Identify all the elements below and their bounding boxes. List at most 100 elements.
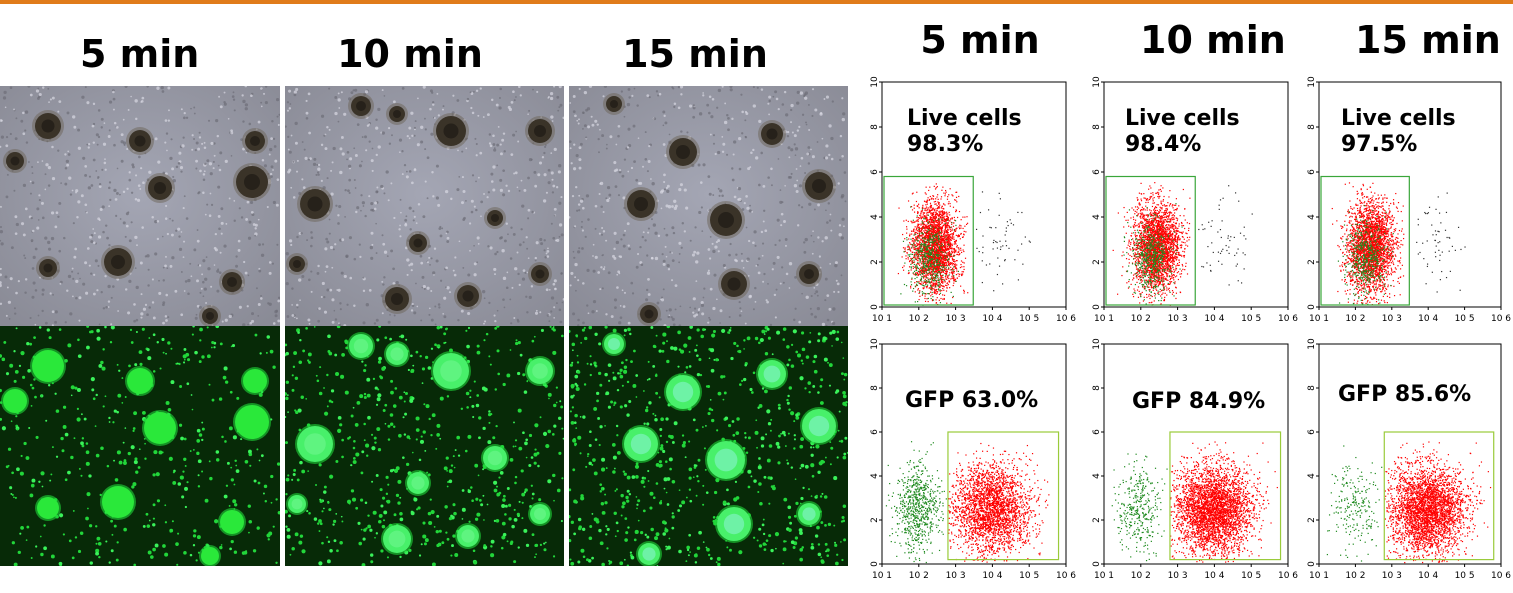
y-tick-label: 0: [1092, 304, 1102, 310]
y-tick-label: 6: [870, 169, 880, 175]
y-tick-label: 0: [870, 304, 880, 310]
x-tick-label: 10 1: [1309, 571, 1329, 581]
y-tick-label: 2: [870, 517, 880, 523]
y-tick-label: 4: [870, 473, 880, 479]
y-tick-label: 10: [1307, 76, 1317, 88]
y-tick-label: 4: [1092, 473, 1102, 479]
fluorescence-image-10min: [285, 326, 564, 566]
x-tick-label: 10 2: [909, 571, 929, 581]
brightfield-image-15min: [569, 86, 848, 326]
y-tick-label: 0: [1307, 561, 1317, 567]
y-tick-label: 8: [870, 385, 880, 391]
y-tick-label: 8: [870, 124, 880, 130]
x-tick-label: 10 5: [1019, 314, 1039, 324]
x-tick-label: 10 2: [1345, 571, 1365, 581]
y-tick-label: 0: [1307, 304, 1317, 310]
y-tick-label: 8: [1092, 124, 1102, 130]
y-tick-label: 2: [1092, 517, 1102, 523]
gfp-label-15min: GFP 85.6%: [1338, 382, 1471, 408]
live-label-5min: Live cells 98.3%: [907, 106, 1022, 158]
x-tick-label: 10 6: [1056, 571, 1076, 581]
gfp-plot-15min: 0 2 4 6 8 10 10 1 10 2 10 3 10 4 10 5 10 6: [1305, 338, 1513, 590]
top-rule: [0, 0, 1513, 4]
x-tick-label: 10 6: [1278, 314, 1298, 324]
flow-title-5min: 5 min: [920, 18, 1040, 62]
y-tick-label: 8: [1307, 124, 1317, 130]
live-label-title: Live cells: [907, 106, 1022, 132]
x-tick-label: 10 3: [946, 314, 966, 324]
micro-title-5min: 5 min: [80, 32, 199, 76]
brightfield-image-5min: [0, 86, 280, 326]
micro-title-15min: 15 min: [615, 32, 775, 76]
fluorescence-image-5min: [0, 326, 280, 566]
x-tick-label: 10 4: [1204, 314, 1224, 324]
gfp-label-5min: GFP 63.0%: [905, 388, 1038, 414]
y-tick-label: 6: [1092, 169, 1102, 175]
live-label-10min: Live cells 98.4%: [1125, 106, 1240, 158]
x-tick-label: 10 3: [1168, 571, 1188, 581]
y-tick-label: 4: [1307, 214, 1317, 220]
brightfield-image-10min: [285, 86, 564, 326]
fluorescence-image-15min: [569, 326, 848, 566]
live-label-percent: 98.4%: [1125, 132, 1240, 158]
x-tick-label: 10 5: [1019, 571, 1039, 581]
live-label-percent: 97.5%: [1341, 132, 1456, 158]
x-tick-label: 10 1: [1309, 314, 1329, 324]
x-tick-label: 10 2: [1131, 571, 1151, 581]
y-tick-label: 2: [1307, 517, 1317, 523]
y-tick-label: 6: [1307, 169, 1317, 175]
y-tick-label: 8: [1092, 385, 1102, 391]
x-tick-label: 10 2: [1131, 314, 1151, 324]
y-tick-label: 4: [1307, 473, 1317, 479]
x-tick-label: 10 2: [1345, 314, 1365, 324]
x-tick-label: 10 4: [1204, 571, 1224, 581]
x-tick-label: 10 1: [872, 314, 892, 324]
flow-title-15min: 15 min: [1355, 18, 1501, 62]
live-cells-plot-15min: 0 2 4 6 8 10 10 1 10 2 10 3 10 4 10 5 10 6: [1305, 76, 1513, 333]
x-tick-label: 10 6: [1491, 571, 1511, 581]
y-tick-label: 4: [1092, 214, 1102, 220]
x-tick-label: 10 4: [982, 571, 1002, 581]
x-tick-label: 10 5: [1455, 314, 1475, 324]
y-tick-label: 8: [1307, 385, 1317, 391]
live-label-15min: Live cells 97.5%: [1341, 106, 1456, 158]
gfp-plot-5min: 0 2 4 6 8 10 10 1 10 2 10 3 10 4 10 5 10 6: [868, 338, 1078, 590]
x-tick-label: 10 4: [1418, 314, 1438, 324]
x-tick-label: 10 1: [872, 571, 892, 581]
live-label-percent: 98.3%: [907, 132, 1022, 158]
y-tick-label: 4: [870, 214, 880, 220]
y-tick-label: 0: [1092, 561, 1102, 567]
x-tick-label: 10 5: [1455, 571, 1475, 581]
x-tick-label: 10 1: [1094, 571, 1114, 581]
x-tick-label: 10 4: [982, 314, 1002, 324]
live-label-title: Live cells: [1125, 106, 1240, 132]
gfp-label-10min: GFP 84.9%: [1132, 389, 1265, 415]
x-tick-label: 10 5: [1241, 571, 1261, 581]
y-tick-label: 10: [870, 338, 880, 350]
flow-title-10min: 10 min: [1140, 18, 1286, 62]
y-tick-label: 10: [1092, 338, 1102, 350]
x-tick-label: 10 6: [1278, 571, 1298, 581]
x-tick-label: 10 3: [946, 571, 966, 581]
y-tick-label: 10: [1092, 76, 1102, 88]
live-cells-plot-5min: 0 2 4 6 8 10 10 1 10 2 10 3 10 4 10 5 10 6: [868, 76, 1078, 333]
y-tick-label: 2: [1307, 259, 1317, 265]
x-tick-label: 10 4: [1418, 571, 1438, 581]
x-tick-label: 10 2: [909, 314, 929, 324]
x-tick-label: 10 6: [1491, 314, 1511, 324]
live-label-title: Live cells: [1341, 106, 1456, 132]
y-tick-label: 6: [870, 429, 880, 435]
x-tick-label: 10 3: [1382, 314, 1402, 324]
y-tick-label: 2: [1092, 259, 1102, 265]
x-tick-label: 10 6: [1056, 314, 1076, 324]
live-cells-plot-10min: 0 2 4 6 8 10 10 1 10 2 10 3 10 4 10 5 10 6: [1090, 76, 1300, 333]
gfp-plot-10min: 0 2 4 6 8 10 10 1 10 2 10 3 10 4 10 5 10 6: [1090, 338, 1300, 590]
x-tick-label: 10 1: [1094, 314, 1114, 324]
y-tick-label: 2: [870, 259, 880, 265]
x-tick-label: 10 5: [1241, 314, 1261, 324]
y-tick-label: 6: [1092, 429, 1102, 435]
y-tick-label: 10: [870, 76, 880, 88]
micro-title-10min: 10 min: [335, 32, 485, 76]
x-tick-label: 10 3: [1382, 571, 1402, 581]
x-tick-label: 10 3: [1168, 314, 1188, 324]
